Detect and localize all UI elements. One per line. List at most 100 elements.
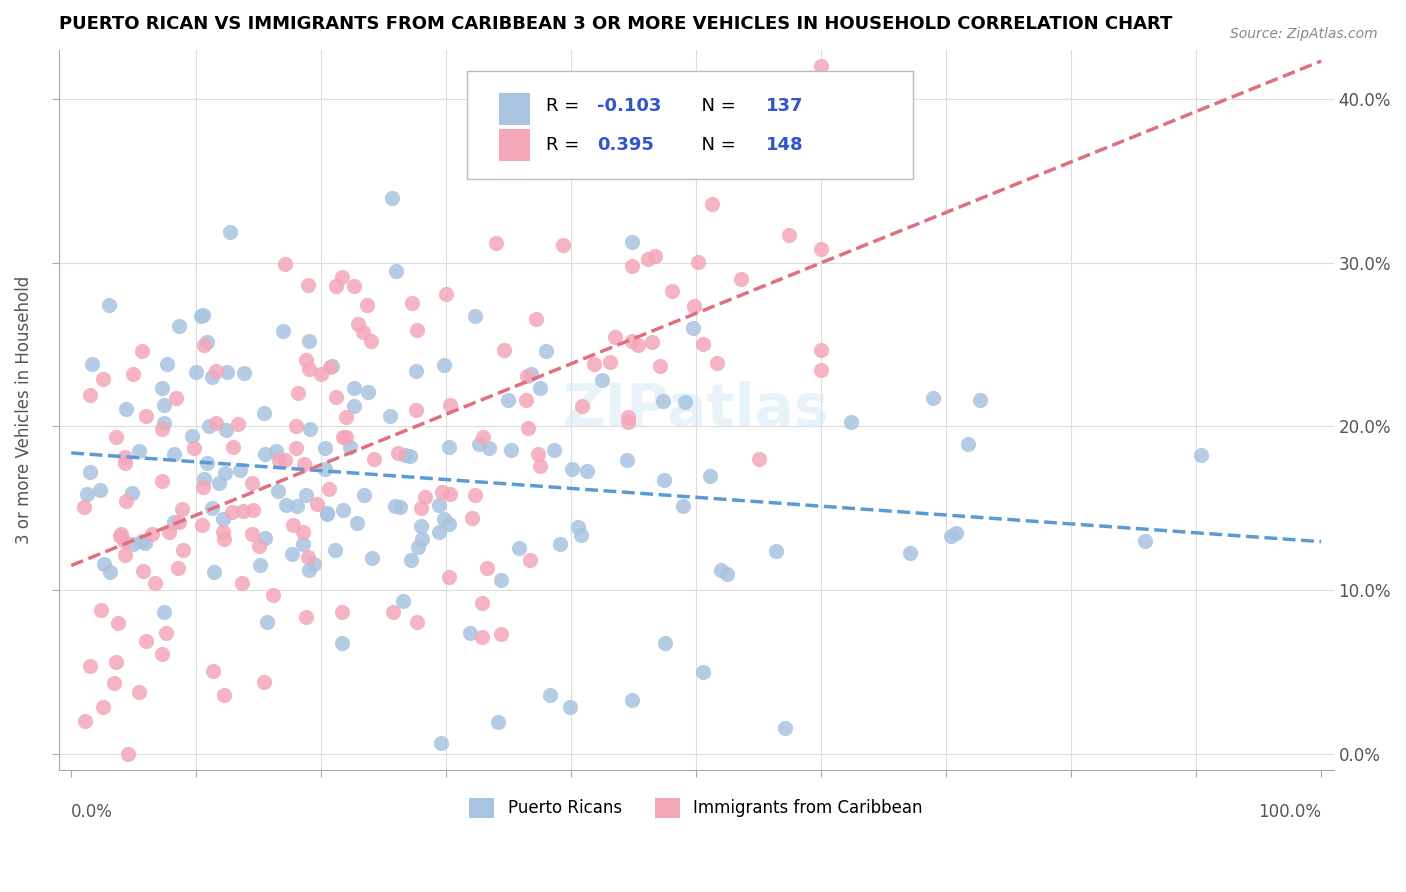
Point — [489, 627, 512, 641]
Point — [152, 474, 174, 488]
Point — [256, 615, 278, 629]
Point — [80, 357, 103, 371]
Point — [641, 334, 664, 349]
Point — [810, 59, 832, 73]
Point — [672, 500, 695, 514]
Point — [388, 500, 411, 515]
Point — [458, 626, 481, 640]
Point — [110, 527, 132, 541]
Point — [229, 463, 252, 477]
Point — [205, 364, 228, 378]
Point — [401, 296, 423, 310]
Point — [305, 497, 328, 511]
Point — [115, 402, 138, 417]
Point — [839, 416, 862, 430]
Legend: Puerto Ricans, Immigrants from Caribbean: Puerto Ricans, Immigrants from Caribbean — [461, 789, 931, 827]
Point — [201, 664, 224, 678]
Point — [380, 191, 402, 205]
Point — [575, 465, 598, 479]
FancyBboxPatch shape — [499, 129, 530, 161]
Point — [325, 542, 347, 557]
Point — [134, 536, 156, 550]
Point — [291, 537, 314, 551]
Point — [716, 566, 738, 581]
Point — [211, 524, 233, 539]
Point — [571, 399, 593, 413]
Point — [413, 490, 436, 504]
Point — [91, 372, 114, 386]
Point — [167, 516, 190, 530]
Point — [534, 344, 557, 359]
Point — [342, 278, 364, 293]
Point — [222, 440, 245, 454]
Point — [115, 493, 138, 508]
Point — [342, 399, 364, 413]
Point — [411, 533, 433, 547]
Point — [381, 605, 404, 619]
Point — [214, 467, 236, 481]
Point — [957, 437, 980, 451]
Point — [232, 367, 254, 381]
Point — [560, 700, 582, 714]
Point — [281, 547, 304, 561]
Point — [508, 541, 530, 555]
Point — [100, 566, 122, 580]
Point — [150, 422, 173, 436]
Point — [489, 573, 512, 587]
Point — [128, 685, 150, 699]
Point — [378, 409, 401, 423]
Point — [247, 540, 270, 554]
Point — [76, 487, 98, 501]
Point — [105, 655, 128, 669]
Point — [498, 393, 520, 408]
Point — [167, 560, 190, 574]
Point — [439, 398, 461, 412]
Point — [121, 537, 143, 551]
Point — [651, 394, 673, 409]
Text: PUERTO RICAN VS IMMIGRANTS FROM CARIBBEAN 3 OR MORE VEHICLES IN HOUSEHOLD CORREL: PUERTO RICAN VS IMMIGRANTS FROM CARIBBEA… — [59, 15, 1173, 33]
Text: N =: N = — [690, 97, 741, 115]
Point — [335, 430, 357, 444]
Point — [79, 658, 101, 673]
Text: ZIPatlas: ZIPatlas — [562, 382, 830, 438]
Text: R =: R = — [546, 136, 585, 154]
Point — [439, 487, 461, 501]
Point — [616, 453, 638, 467]
Point — [287, 385, 309, 400]
Text: N =: N = — [690, 136, 741, 154]
Point — [165, 391, 187, 405]
Point — [478, 441, 501, 455]
Point — [232, 503, 254, 517]
Point — [132, 564, 155, 578]
FancyBboxPatch shape — [467, 71, 912, 179]
Point — [201, 370, 224, 384]
Point — [131, 534, 153, 549]
Point — [360, 334, 382, 348]
Point — [430, 485, 453, 500]
Point — [922, 391, 945, 405]
Point — [309, 367, 332, 381]
Point — [471, 429, 494, 443]
Point — [79, 465, 101, 479]
Point — [384, 499, 406, 513]
Point — [330, 605, 353, 619]
Point — [343, 381, 366, 395]
Point — [114, 450, 136, 464]
Point — [281, 518, 304, 533]
Point — [242, 526, 264, 541]
Point — [654, 635, 676, 649]
Point — [170, 502, 193, 516]
Point — [141, 527, 163, 541]
Point — [392, 593, 415, 607]
Point — [516, 368, 538, 383]
Point — [298, 422, 321, 436]
Point — [682, 321, 704, 335]
Point — [616, 410, 638, 425]
Point — [627, 338, 650, 352]
Point — [399, 553, 422, 567]
Point — [810, 363, 832, 377]
Point — [332, 430, 354, 444]
Point — [156, 357, 179, 371]
Point — [240, 475, 263, 490]
Point — [180, 429, 202, 443]
